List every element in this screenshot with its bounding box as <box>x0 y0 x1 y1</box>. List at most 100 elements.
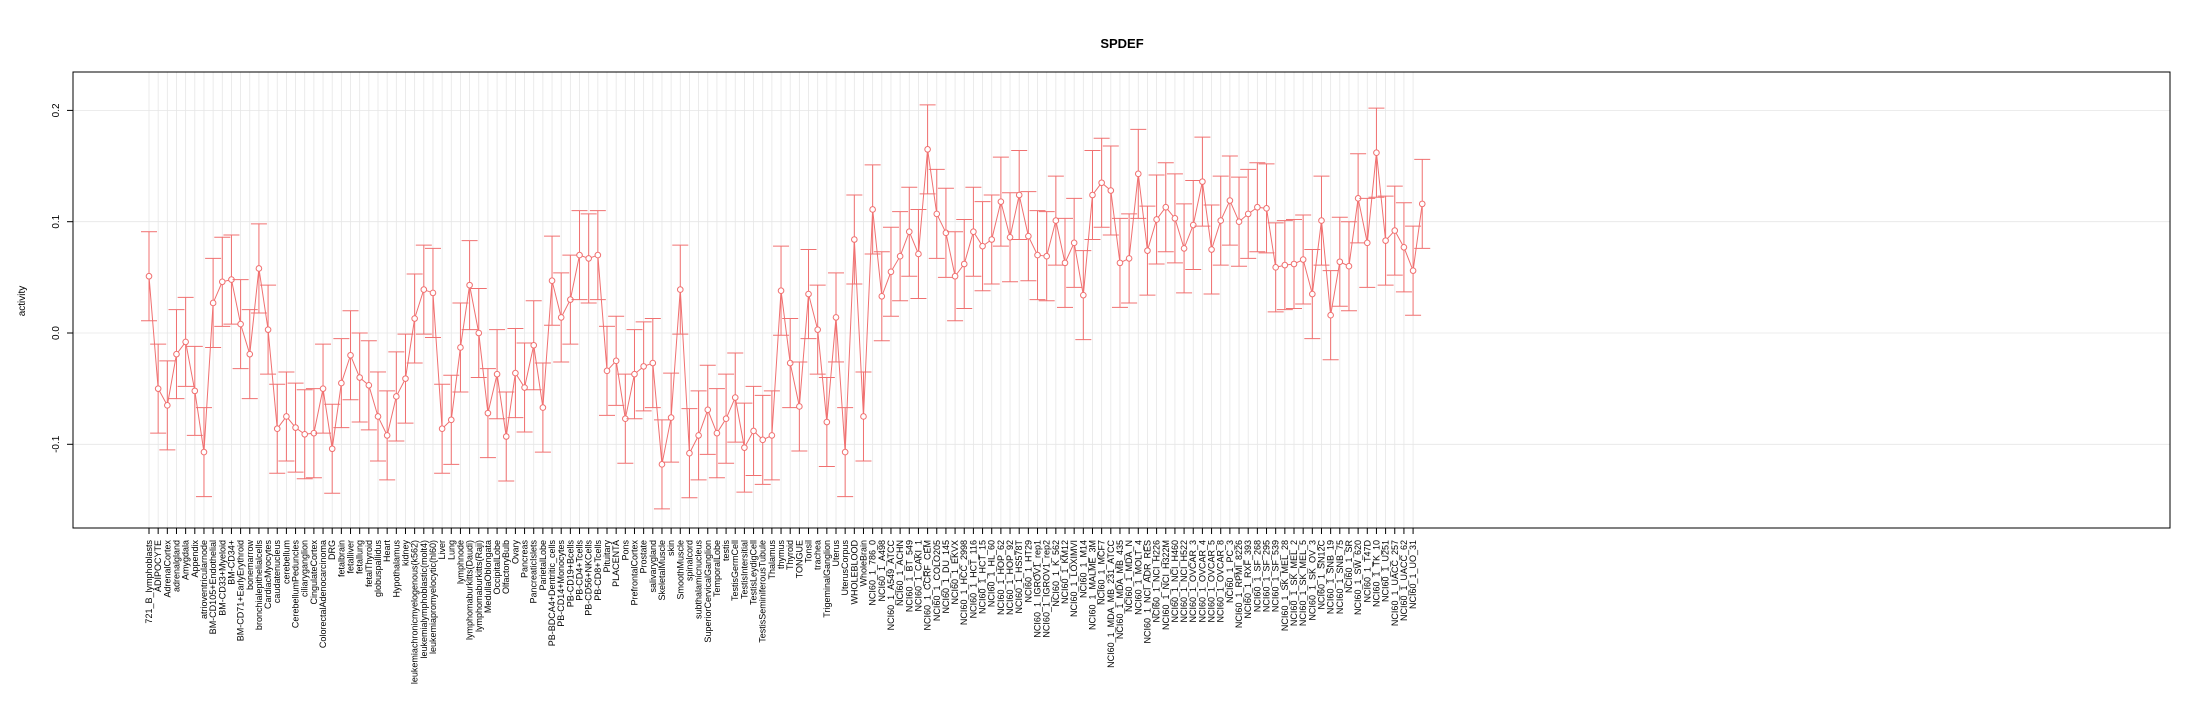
data-point <box>878 292 886 300</box>
x-tick-label: NCI60_1_KM12 <box>1060 540 1070 604</box>
x-tick-label: leukemiapromyelocytic(hl60) <box>428 540 438 654</box>
x-tick-label: TestisIntersitial <box>739 540 749 599</box>
x-tick-label: AdrenalCortex <box>162 540 172 598</box>
x-tick-label: TestisGermCell <box>730 540 740 601</box>
x-tick-label: NCI60_1_SK_MEL_2 <box>1289 540 1299 626</box>
data-point <box>255 265 263 272</box>
x-tick-label: NCI60_1_DU_145 <box>941 540 951 614</box>
data-point <box>447 416 455 424</box>
data-point <box>411 315 418 322</box>
x-tick-label: NCI60_1_HT29 <box>1023 540 1033 603</box>
x-tick-label: NCI60_1_HOP_92 <box>1005 540 1015 615</box>
x-tick-label: Thyroid <box>785 540 795 570</box>
data-point <box>713 429 721 437</box>
x-tick-label: NCI60_1_HCC_2998 <box>959 540 969 625</box>
x-tick-label: Hypothalamus <box>391 540 401 598</box>
data-point <box>731 394 739 401</box>
x-tick-label: fetalThyroid <box>364 540 374 587</box>
data-point <box>338 379 345 387</box>
x-tick-label: BM-CD33+Myeloid <box>217 540 227 616</box>
data-point <box>722 415 730 423</box>
data-point <box>1034 251 1041 259</box>
x-tick-label: Prostate <box>639 540 649 574</box>
x-tick-label: NCI60_1_CAKI_1 <box>913 540 923 612</box>
x-tick-label: subthalamicnucleus <box>694 540 704 620</box>
x-tick-label: OccipitalLobe <box>492 540 502 595</box>
data-point <box>759 436 767 444</box>
data-point <box>1107 187 1115 194</box>
x-tick-label: NCI60_1_K_562 <box>1051 540 1061 607</box>
data-point <box>841 448 849 456</box>
x-tick-label: SuperiorCervicalGanglion <box>703 540 713 643</box>
data-point <box>218 278 226 286</box>
x-tick-label: Thalamus <box>767 540 777 580</box>
data-point <box>796 403 803 410</box>
data-point <box>988 236 996 243</box>
data-point <box>328 445 336 453</box>
data-point <box>1189 221 1197 229</box>
x-tick-label: NCI60_1_IGROV1_rep2 <box>1042 540 1052 638</box>
data-point <box>1290 260 1298 268</box>
x-tick-label: Uterus <box>831 540 841 567</box>
data-point <box>347 351 354 359</box>
data-point <box>484 409 492 417</box>
x-tick-label: lymphnode <box>455 540 465 584</box>
series-layer <box>141 104 1431 510</box>
x-tick-label: NCI60_1_HCT_15 <box>978 540 988 614</box>
x-tick-label: NCI60_1_SF_539 <box>1271 540 1281 612</box>
data-point <box>1015 191 1023 199</box>
x-tick-label: NCI60_1_U251 <box>1381 540 1391 602</box>
data-point <box>1263 205 1270 212</box>
x-tick-label: CardiacMyocytes <box>263 540 273 610</box>
data-point <box>585 255 592 262</box>
data-point <box>823 418 831 426</box>
x-tick-label: NCI60_1_EKVX <box>950 540 960 605</box>
x-tick-label: PB-BDCA4+Dentritic_cells <box>547 540 557 647</box>
data-point <box>750 427 757 435</box>
data-point <box>438 425 446 433</box>
x-tick-label: SmoothMuscle <box>675 540 685 600</box>
data-point <box>942 229 950 237</box>
x-tick-label: Tonsil <box>804 540 814 563</box>
x-tick-label: fetalbrain <box>336 540 346 577</box>
data-point <box>200 448 208 456</box>
data-point <box>557 314 565 321</box>
x-tick-label: NCI60_1_TK_10 <box>1371 540 1381 607</box>
data-point <box>1299 256 1307 263</box>
x-tick-label: BM-CD105+Endothelial <box>208 540 218 634</box>
data-point <box>704 406 712 414</box>
x-tick-label: trachea <box>813 540 823 570</box>
x-tick-label: TestisLeydigCell <box>749 540 759 605</box>
x-tick-label: NCI60_1_CCRF_CEM <box>923 540 933 631</box>
data-point <box>1409 267 1417 274</box>
data-point <box>1171 215 1179 222</box>
data-point <box>383 432 391 439</box>
x-tick-label: lymphomaburkitts(Raji) <box>474 540 484 632</box>
data-point <box>237 320 244 328</box>
x-tick-label: testis <box>721 540 731 562</box>
data-point <box>319 385 327 392</box>
data-point <box>640 363 647 370</box>
data-point <box>246 350 254 358</box>
data-point <box>466 281 473 289</box>
data-point <box>393 393 400 400</box>
x-tick-label: NCI60_1_A549_ATCC <box>886 540 896 631</box>
x-tick-label: NCI60_1_SF_295 <box>1262 540 1272 612</box>
data-point <box>1309 290 1316 298</box>
x-axis: 721_B_lymphoblasts ADIPOCYTE AdrenalCortex… <box>144 527 1418 684</box>
x-tick-label: NCI60_1_MOLT_4 <box>1133 540 1143 615</box>
data-point <box>191 387 199 395</box>
x-tick-label: NCI60_1_MDA_N <box>1124 540 1134 612</box>
data-point <box>612 357 620 365</box>
x-tick-label: NCI60_1_IGROV1_rep1 <box>1033 540 1043 638</box>
x-tick-label: Pituitary <box>602 540 612 573</box>
x-tick-label: NCI60_1_SF_268 <box>1252 540 1262 612</box>
data-point <box>356 374 363 381</box>
x-tick-label: NCI60_1_NCI_H322M <box>1161 540 1171 630</box>
x-tick-label: NCI60_1_COLO205 <box>932 540 942 621</box>
x-tick-label: PB-CD19+Bcells <box>565 540 575 608</box>
x-tick-label: NCI60_1_UO_31 <box>1408 540 1418 609</box>
x-tick-label: NCI60_1_SK_MEL_28 <box>1280 540 1290 631</box>
x-tick-label: NCI60_1_A498 <box>877 540 887 602</box>
x-tick-label: TONGUE <box>794 540 804 578</box>
